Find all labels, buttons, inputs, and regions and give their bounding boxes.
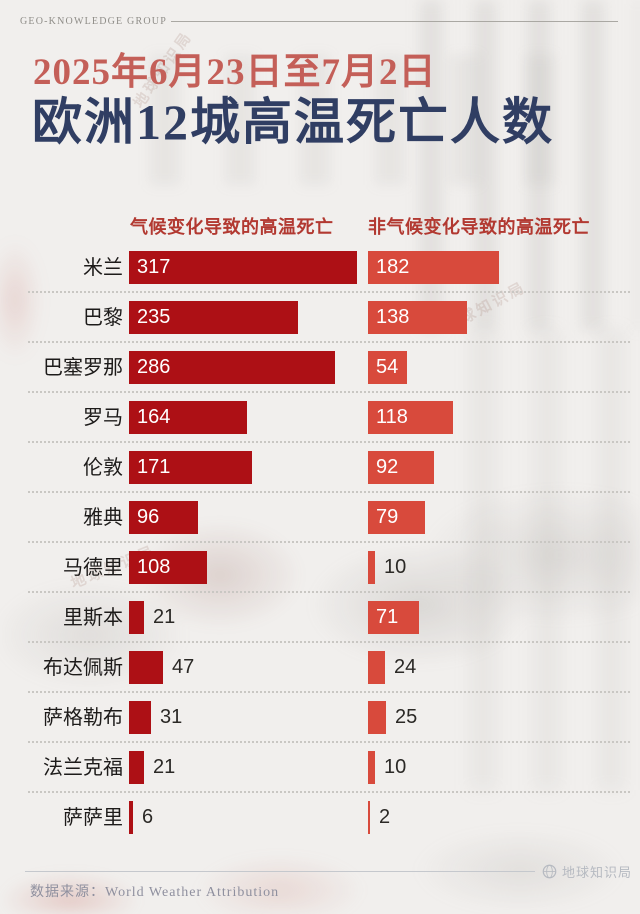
climate-value: 96: [137, 506, 160, 528]
chart-row: 米兰 317 182: [0, 243, 640, 293]
brand-name: GEO-KNOWLEDGE GROUP: [20, 16, 167, 27]
climate-bar: [129, 751, 144, 784]
non-climate-value: 2: [379, 806, 391, 828]
chart-row: 巴黎 235 138: [0, 293, 640, 343]
column-header-non-climate: 非气候变化导致的高温死亡: [368, 217, 590, 237]
chart-row: 罗马 164 118: [0, 393, 640, 443]
climate-bar: 171: [129, 451, 252, 484]
climate-bar: [129, 801, 133, 834]
city-label: 巴塞罗那: [43, 357, 123, 379]
city-label: 马德里: [63, 557, 123, 579]
non-climate-bar: [368, 801, 370, 834]
non-climate-bar: [368, 651, 385, 684]
climate-value: 235: [137, 306, 171, 328]
brand-header: GEO-KNOWLEDGE GROUP: [20, 16, 618, 27]
non-climate-value: 25: [395, 706, 418, 728]
non-climate-value: 138: [376, 306, 410, 328]
city-label: 伦敦: [83, 457, 123, 479]
non-climate-value: 10: [384, 756, 407, 778]
non-climate-bar: 118: [368, 401, 453, 434]
chart-row: 雅典 96 79: [0, 493, 640, 543]
city-label: 里斯本: [63, 607, 123, 629]
climate-value: 164: [137, 406, 171, 428]
climate-bar: 317: [129, 251, 357, 284]
title-date-range: 2025年6月23日至7月2日: [33, 52, 437, 93]
non-climate-bar: [368, 551, 375, 584]
non-climate-bar: 71: [368, 601, 419, 634]
city-label: 萨格勒布: [43, 707, 123, 729]
footer-divider: [25, 870, 535, 872]
bar-chart: 米兰 317 182 巴黎 235 138 巴塞罗那 286 54 罗马 164 118 伦敦 171 92…: [0, 243, 640, 843]
chart-row: 里斯本 21 71: [0, 593, 640, 643]
footer: 地球知识局: [25, 863, 632, 880]
climate-value: 47: [172, 656, 195, 678]
climate-value: 6: [142, 806, 154, 828]
non-climate-value: 24: [394, 656, 417, 678]
non-climate-bar: 79: [368, 501, 425, 534]
chart-row: 萨萨里 6 2: [0, 793, 640, 843]
data-source: 数据来源：World Weather Attribution: [30, 885, 280, 900]
city-label: 布达佩斯: [43, 657, 123, 679]
climate-value: 108: [137, 556, 171, 578]
chart-row: 布达佩斯 47 24: [0, 643, 640, 693]
chart-row: 法兰克福 21 10: [0, 743, 640, 793]
non-climate-value: 54: [376, 356, 399, 378]
non-climate-bar: [368, 751, 375, 784]
non-climate-bar: 182: [368, 251, 499, 284]
non-climate-value: 92: [376, 456, 399, 478]
chart-row: 马德里 108 10: [0, 543, 640, 593]
non-climate-bar: 138: [368, 301, 467, 334]
non-climate-bar: [368, 701, 386, 734]
climate-bar: 286: [129, 351, 335, 384]
non-climate-value: 71: [376, 606, 399, 628]
non-climate-value: 182: [376, 256, 410, 278]
climate-value: 286: [137, 356, 171, 378]
climate-bar: 235: [129, 301, 298, 334]
chart-row: 巴塞罗那 286 54: [0, 343, 640, 393]
city-label: 罗马: [83, 407, 123, 429]
non-climate-value: 10: [384, 556, 407, 578]
climate-bar: 96: [129, 501, 198, 534]
city-label: 米兰: [83, 257, 123, 279]
climate-value: 317: [137, 256, 171, 278]
climate-bar: [129, 651, 163, 684]
climate-bar: [129, 701, 151, 734]
column-header-climate: 气候变化导致的高温死亡: [130, 217, 334, 237]
climate-value: 171: [137, 456, 171, 478]
city-label: 雅典: [83, 507, 123, 529]
city-label: 法兰克福: [43, 757, 123, 779]
climate-value: 31: [160, 706, 183, 728]
climate-bar: 164: [129, 401, 247, 434]
publisher-name: 地球知识局: [561, 864, 632, 880]
climate-value: 21: [153, 606, 176, 628]
city-label: 萨萨里: [63, 807, 123, 829]
climate-value: 21: [153, 756, 176, 778]
climate-bar: [129, 601, 144, 634]
climate-bar: 108: [129, 551, 207, 584]
chart-row: 伦敦 171 92: [0, 443, 640, 493]
non-climate-bar: 92: [368, 451, 434, 484]
globe-icon: [542, 864, 557, 879]
chart-row: 萨格勒布 31 25: [0, 693, 640, 743]
non-climate-value: 79: [376, 506, 399, 528]
non-climate-bar: 54: [368, 351, 407, 384]
page-title: 欧洲12城高温死亡人数: [32, 94, 554, 150]
brand-divider: [170, 21, 618, 22]
city-label: 巴黎: [83, 307, 123, 329]
non-climate-value: 118: [376, 406, 408, 428]
